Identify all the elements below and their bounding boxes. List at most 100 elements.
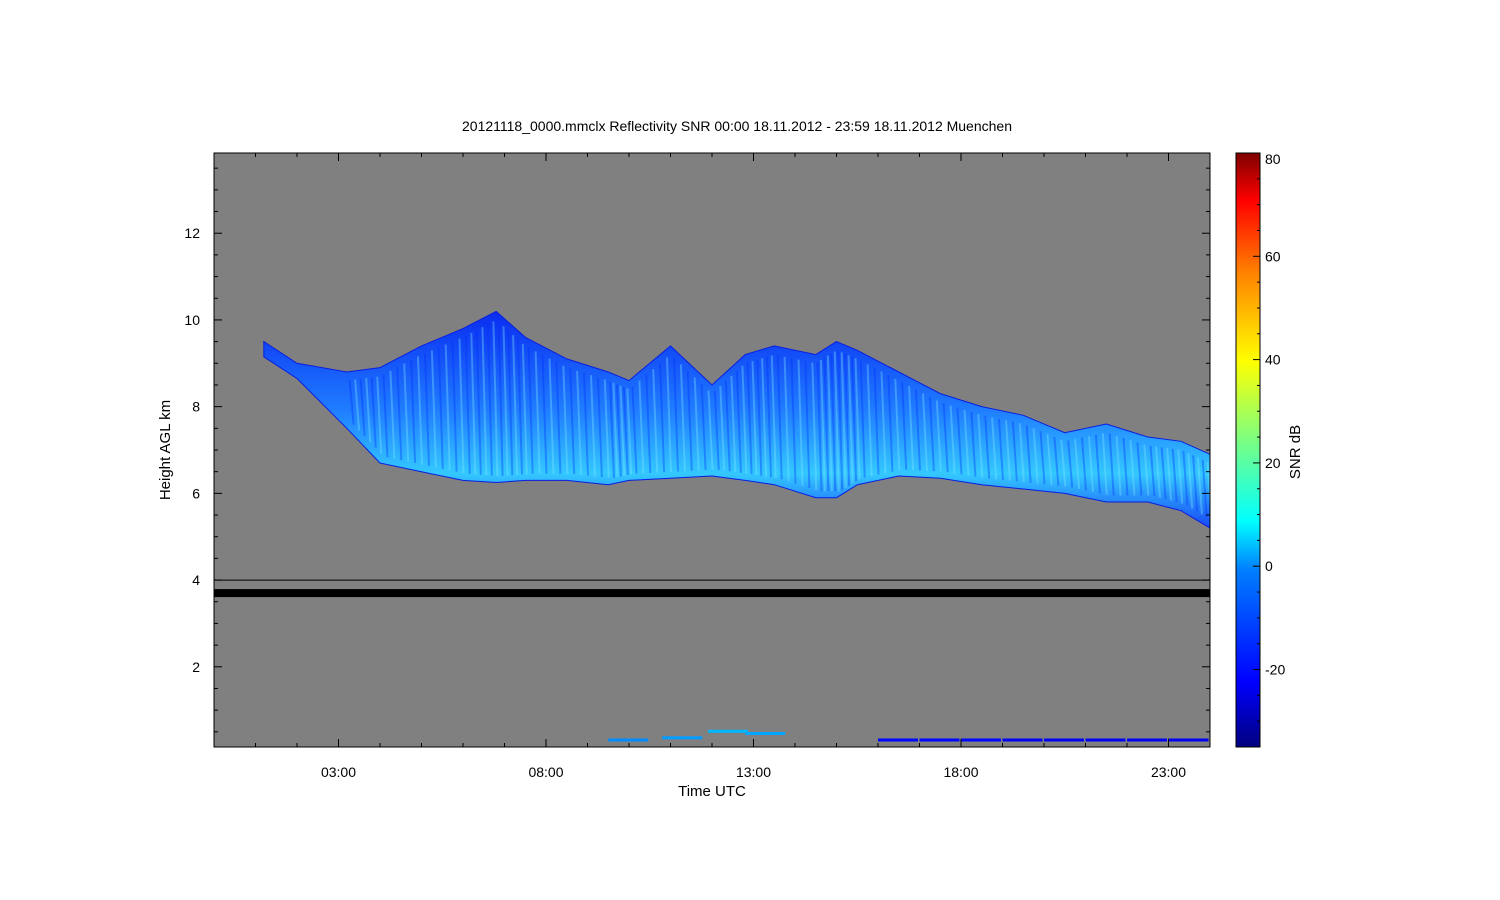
y-tick-label: 6: [192, 485, 200, 501]
cloud-streak: [1187, 453, 1194, 509]
cloud-streak: [481, 327, 488, 476]
cloud-streak: [1129, 440, 1136, 496]
cloud-streak: [521, 343, 528, 475]
cloud-streak: [437, 347, 444, 469]
cloud-streak: [619, 385, 626, 476]
cloud-streak: [998, 418, 1004, 481]
cloud-streak: [417, 356, 423, 465]
cloud-streak: [844, 353, 851, 486]
cloud-streak: [497, 322, 504, 476]
clutter-mark: [1002, 738, 1043, 742]
cloud-streak: [830, 353, 837, 492]
cloud-streak: [797, 359, 804, 486]
cloud-streak: [576, 370, 583, 475]
cloud-streak: [783, 356, 790, 482]
cloud-streak: [1053, 436, 1060, 486]
cloud-streak: [1094, 434, 1101, 494]
cloud-streak: [686, 370, 693, 471]
cloud-streak: [527, 347, 534, 474]
cloud-streak: [679, 364, 686, 472]
cloud-streak: [991, 417, 998, 480]
cloud-streak: [370, 377, 377, 448]
cloud-streak: [826, 355, 833, 492]
cloud-streak: [719, 385, 726, 471]
cloud-streak: [512, 335, 519, 475]
cloud-streak: [816, 362, 823, 492]
y-tick-label: 4: [192, 572, 200, 588]
cloud-layer: [263, 310, 1210, 529]
cloud-streak: [541, 354, 548, 474]
cloud-streak: [534, 351, 541, 474]
cloud-streak: [901, 382, 908, 470]
cloud-streak: [761, 358, 768, 477]
cloud-streak: [804, 361, 811, 488]
x-tick-label: 18:00: [943, 764, 978, 780]
cloud-streak: [949, 405, 956, 474]
cloud-streak: [359, 378, 366, 437]
cloud-streak: [1005, 420, 1011, 481]
cloud-streak: [365, 378, 372, 443]
cloud-streak: [1081, 437, 1087, 491]
cloud-streak: [746, 362, 753, 475]
cloud-streak: [724, 380, 731, 472]
cloud-streak: [1115, 435, 1122, 496]
clutter-mark: [961, 738, 1001, 742]
cloud-streak: [811, 362, 818, 491]
cloud-streak: [977, 414, 984, 478]
clutter-mark: [707, 729, 748, 733]
cloud-streak: [376, 376, 383, 454]
clutter-mark: [1127, 738, 1167, 742]
colorbar-tick-label: -20: [1265, 662, 1285, 678]
colorbar-tick-label: 80: [1265, 151, 1281, 167]
cloud-streak: [451, 341, 458, 472]
cloud-streak: [1088, 436, 1094, 492]
cloud-streak: [583, 372, 589, 476]
cloud-streak: [756, 359, 763, 476]
cloud-streak: [928, 396, 935, 472]
cloud-streak: [615, 384, 622, 477]
cloud-streak: [562, 365, 569, 474]
clutter-mark: [1168, 738, 1209, 742]
colorbar-tick-label: 40: [1265, 352, 1281, 368]
cloud-streak: [1160, 447, 1167, 500]
cloud-streak: [1196, 457, 1203, 515]
cloud-streak: [833, 351, 840, 492]
cloud-streak: [922, 393, 928, 471]
cloud-streak: [1032, 428, 1039, 484]
cloud-streak: [609, 381, 615, 478]
cloud-streak: [596, 377, 603, 478]
cloud-streak: [1149, 445, 1156, 497]
colorbar-ticks: -20 0 20 40 60 80: [1253, 151, 1285, 722]
cloud-streak: [458, 338, 465, 474]
cloud-streak: [590, 375, 596, 477]
cloud-streak: [354, 379, 361, 431]
cloud-streak: [444, 344, 451, 471]
cloud-streak: [840, 352, 847, 488]
cloud-streak: [730, 375, 737, 473]
clutter-mark: [878, 738, 918, 742]
y-tick-label: 2: [192, 659, 200, 675]
cloud-streak: [866, 364, 873, 477]
cloud-streak: [1177, 449, 1184, 504]
y-axis: 2 4 6 8 10 12: [184, 167, 1210, 733]
cloud-streak: [963, 409, 970, 476]
colorbar-tick-label: 20: [1265, 455, 1281, 471]
cloud-streak: [956, 407, 963, 475]
y-tick-label: 10: [184, 312, 200, 328]
cloud-streak: [741, 365, 748, 474]
cloud-streak: [776, 355, 783, 480]
y-tick-label: 12: [184, 225, 200, 241]
y-axis-label: Height AGL km: [157, 400, 174, 500]
cloud-streak: [935, 400, 942, 472]
cloud-streak: [475, 329, 482, 475]
clutter-mark: [608, 738, 649, 742]
cloud-streak: [1201, 459, 1208, 518]
colorbar-tick-label: 60: [1265, 248, 1281, 264]
cloud-streak: [707, 390, 714, 470]
cloud-streak: [1101, 433, 1108, 495]
cloud-streak: [970, 412, 977, 477]
clutter-mark: [1044, 738, 1084, 742]
cloud-streak: [659, 363, 666, 473]
cloud-streak: [631, 386, 638, 474]
cloud-streak: [1060, 439, 1067, 487]
